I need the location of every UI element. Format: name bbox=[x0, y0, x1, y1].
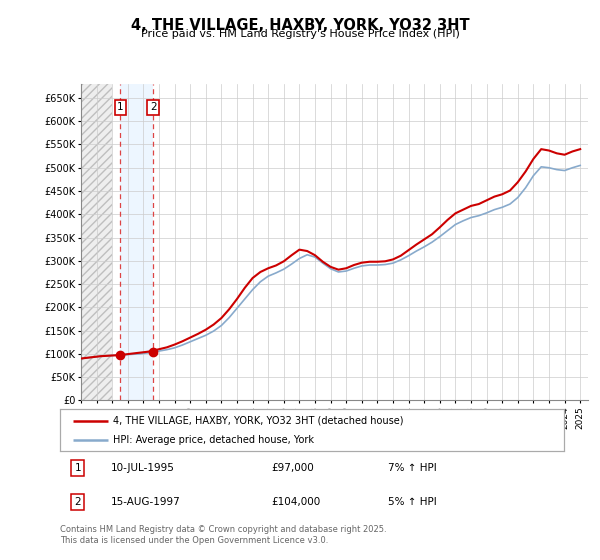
Text: Contains HM Land Registry data © Crown copyright and database right 2025.
This d: Contains HM Land Registry data © Crown c… bbox=[60, 525, 386, 545]
Text: £104,000: £104,000 bbox=[272, 497, 321, 507]
Text: 7% ↑ HPI: 7% ↑ HPI bbox=[388, 463, 436, 473]
Text: 2: 2 bbox=[74, 497, 81, 507]
Text: 1: 1 bbox=[74, 463, 81, 473]
Text: 10-JUL-1995: 10-JUL-1995 bbox=[110, 463, 174, 473]
Bar bbox=[121, 84, 153, 400]
Text: £97,000: £97,000 bbox=[272, 463, 314, 473]
Text: 5% ↑ HPI: 5% ↑ HPI bbox=[388, 497, 436, 507]
Bar bbox=[81, 84, 112, 400]
Text: 1: 1 bbox=[117, 102, 124, 112]
Text: 4, THE VILLAGE, HAXBY, YORK, YO32 3HT: 4, THE VILLAGE, HAXBY, YORK, YO32 3HT bbox=[131, 18, 469, 33]
Text: 2: 2 bbox=[150, 102, 157, 112]
Text: 15-AUG-1997: 15-AUG-1997 bbox=[110, 497, 180, 507]
Text: HPI: Average price, detached house, York: HPI: Average price, detached house, York bbox=[113, 435, 314, 445]
Text: 4, THE VILLAGE, HAXBY, YORK, YO32 3HT (detached house): 4, THE VILLAGE, HAXBY, YORK, YO32 3HT (d… bbox=[113, 416, 403, 426]
Text: Price paid vs. HM Land Registry's House Price Index (HPI): Price paid vs. HM Land Registry's House … bbox=[140, 29, 460, 39]
